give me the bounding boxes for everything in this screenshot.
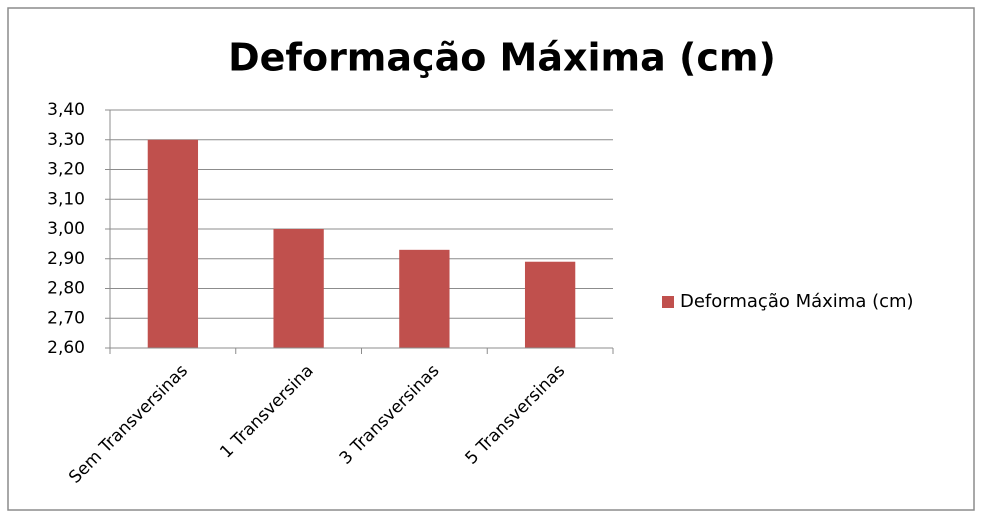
bar [399, 249, 450, 348]
y-tick-label: 2,70 [47, 308, 85, 328]
legend-label: Deformação Máxima (cm) [680, 291, 914, 312]
y-tick-label: 3,20 [47, 160, 85, 180]
bar [273, 229, 324, 348]
bar [524, 261, 576, 348]
y-tick-label: 2,90 [47, 249, 85, 269]
y-tick-label: 2,80 [47, 279, 85, 299]
y-tick-label: 3,40 [47, 100, 85, 120]
legend-swatch [662, 296, 674, 308]
y-tick-label: 2,60 [47, 338, 85, 358]
y-tick-label: 3,30 [47, 130, 85, 150]
y-tick-label: 3,10 [47, 189, 85, 209]
bar [147, 139, 199, 348]
chart-title: Deformação Máxima (cm) [228, 36, 776, 80]
y-tick-label: 3,00 [47, 219, 85, 239]
